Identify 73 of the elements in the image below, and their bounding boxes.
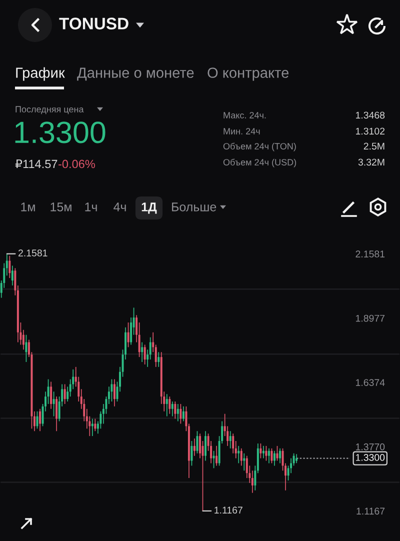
candlestick bbox=[113, 378, 116, 407]
candlestick bbox=[50, 381, 52, 410]
candlestick bbox=[64, 384, 66, 404]
y-tick-label: 2.1581 bbox=[356, 250, 385, 258]
candlestick bbox=[141, 342, 144, 362]
annotation: Мин. 24ч bbox=[224, 128, 260, 134]
candlestick bbox=[171, 401, 174, 417]
annotation: 2.1581 bbox=[18, 250, 48, 256]
candlestick bbox=[110, 378, 113, 402]
candlestick bbox=[190, 440, 193, 466]
annotation: 2.5M bbox=[364, 142, 384, 150]
y-tick-label: 1.3770 bbox=[356, 443, 385, 450]
candlestick bbox=[8, 255, 11, 278]
candlestick bbox=[279, 448, 281, 464]
annotation: 1м bbox=[21, 202, 35, 212]
candlestick bbox=[180, 404, 182, 424]
annotation: 1Д bbox=[142, 202, 157, 214]
candlestick bbox=[260, 443, 262, 459]
candlestick bbox=[240, 448, 242, 466]
annotation: Макс. 24ч. bbox=[224, 112, 266, 118]
y-tick-label: 1.6374 bbox=[356, 379, 385, 386]
annotation: Объем 24ч (TON) bbox=[223, 142, 296, 152]
candlestick bbox=[52, 391, 55, 417]
annotation: О контракте bbox=[208, 68, 289, 81]
annotation: 4ч bbox=[114, 202, 126, 212]
candlestick bbox=[174, 401, 176, 420]
candlestick bbox=[265, 446, 268, 462]
candlestick bbox=[243, 452, 246, 472]
candlestick bbox=[296, 454, 298, 464]
candlestick bbox=[11, 265, 14, 286]
candlestick bbox=[94, 418, 96, 432]
candlestick bbox=[276, 446, 278, 462]
candlestick bbox=[270, 448, 273, 464]
candlestick bbox=[262, 446, 264, 459]
annotation: 15м bbox=[50, 202, 72, 212]
annotation: Последняя цена bbox=[16, 106, 84, 114]
annotation: Объем 24ч (USD) bbox=[223, 158, 296, 168]
annotation: 1ч bbox=[85, 202, 97, 212]
candlestick bbox=[158, 352, 160, 368]
candlestick bbox=[91, 418, 94, 436]
candlestick bbox=[182, 406, 184, 422]
y-tick-label: 1.8977 bbox=[356, 314, 385, 322]
candlestick bbox=[56, 396, 58, 432]
candlestick bbox=[196, 430, 198, 454]
candlestick bbox=[273, 450, 276, 466]
y-tick-label: 1.1167 bbox=[356, 508, 385, 515]
annotation: 1.3300 bbox=[15, 122, 106, 144]
candlestick bbox=[176, 404, 179, 422]
annotation: Данные о монете bbox=[77, 68, 194, 81]
candlestick bbox=[168, 396, 171, 414]
annotation: 1.3468 bbox=[356, 112, 385, 119]
candlestick bbox=[166, 394, 168, 417]
annotation: ₽114.57 bbox=[15, 159, 58, 168]
annotation: Больше bbox=[172, 202, 216, 212]
candlestick bbox=[212, 450, 215, 469]
annotation: 1.1167 bbox=[214, 506, 242, 514]
candlestick bbox=[36, 410, 38, 430]
candlestick bbox=[144, 344, 146, 365]
annotation: -0.06% bbox=[58, 160, 95, 168]
annotation: 3.32M bbox=[358, 158, 384, 166]
candlestick bbox=[229, 430, 232, 449]
candlestick bbox=[193, 438, 196, 456]
annotation: 1.3102 bbox=[356, 128, 385, 135]
text: TONUSD bbox=[59, 18, 128, 30]
candlestick bbox=[216, 446, 218, 466]
ref-line-label: 1.3300 bbox=[356, 454, 385, 461]
candlestick bbox=[39, 408, 41, 432]
candlestick bbox=[127, 322, 130, 348]
annotation: График bbox=[16, 67, 65, 81]
candlestick bbox=[204, 430, 207, 462]
candlestick bbox=[238, 446, 240, 464]
candlestick bbox=[25, 334, 28, 362]
candlestick bbox=[268, 448, 270, 464]
